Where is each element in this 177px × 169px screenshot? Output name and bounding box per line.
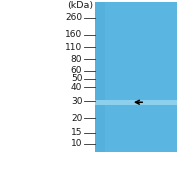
Text: 80: 80 [71, 55, 82, 64]
Text: 50: 50 [71, 74, 82, 83]
Text: 30: 30 [71, 97, 82, 106]
Bar [95, 2, 105, 152]
Text: 20: 20 [71, 114, 82, 123]
Bar [95, 2, 177, 152]
Text: 40: 40 [71, 82, 82, 92]
Text: (kDa): (kDa) [67, 1, 93, 10]
Bar [95, 100, 177, 105]
Text: 15: 15 [71, 128, 82, 137]
Text: 160: 160 [65, 30, 82, 39]
Text: 10: 10 [71, 139, 82, 148]
Text: 60: 60 [71, 66, 82, 76]
Text: 110: 110 [65, 43, 82, 52]
Text: 260: 260 [65, 13, 82, 22]
